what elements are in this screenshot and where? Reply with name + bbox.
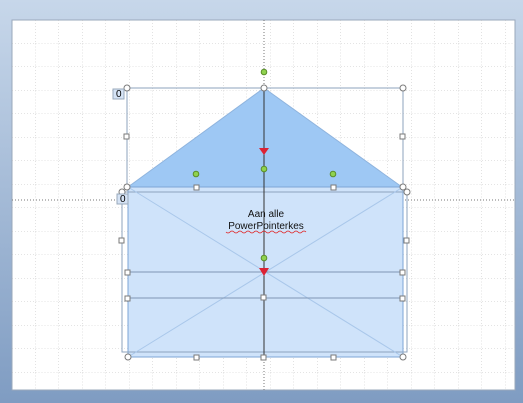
spellcheck-underline [225,230,307,234]
shape-label: 0 [116,89,122,100]
arrow-marker [259,268,269,276]
label-badge [112,88,125,100]
text-line[interactable]: PowerPointerkes [228,221,304,232]
rotation-handles[interactable] [192,68,337,262]
resize-handles[interactable] [118,84,411,361]
shape-label: 0 [120,194,126,205]
label-badge [116,193,129,205]
arrow-marker [259,148,269,155]
text-line[interactable]: Aan alle [248,209,285,220]
